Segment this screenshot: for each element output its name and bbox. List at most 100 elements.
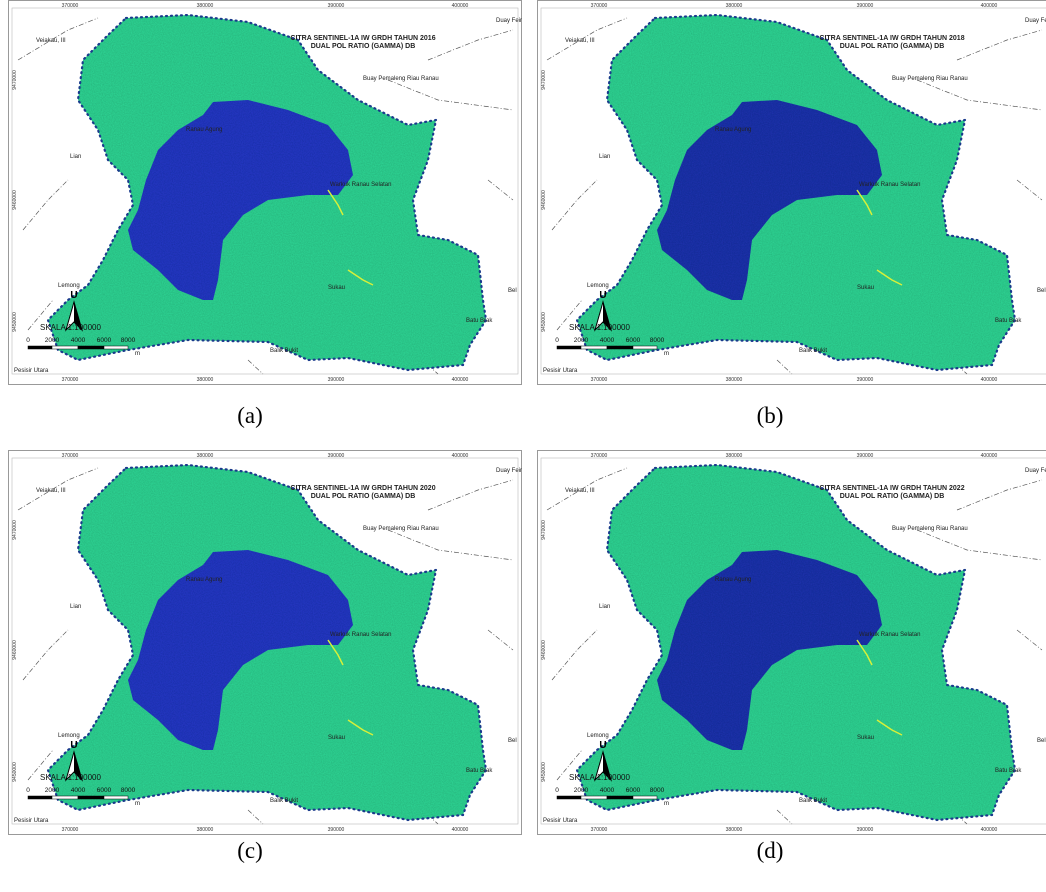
scale-label: SKALA 1:100000 — [40, 323, 101, 332]
x-coord-bottom: 370000 — [591, 377, 608, 383]
scale-tick: 8000 — [121, 787, 136, 794]
place-label: Ranau Agung — [715, 127, 751, 133]
x-coord-top: 370000 — [591, 3, 608, 9]
place-label: Balik Bukit — [799, 348, 827, 354]
y-coord: 9450000 — [541, 762, 547, 782]
scale-unit: m — [135, 801, 140, 807]
caption: (b) — [756, 403, 784, 428]
place-label: Lemong — [587, 283, 609, 289]
x-coord-top: 400000 — [981, 3, 998, 9]
y-coord: 9470000 — [541, 520, 547, 540]
scale-segment — [632, 795, 658, 800]
map-subtitle: DUAL POL RATIO (GAMMA) DB — [840, 43, 945, 50]
north-label: U — [599, 290, 606, 301]
map-inner — [540, 7, 1046, 375]
boundary-line — [556, 749, 583, 781]
scale-tick: 4000 — [71, 787, 86, 794]
map-title: CITRA SENTINEL-1A IW GRDH TAHUN 2018 — [819, 35, 964, 42]
caption: (a) — [237, 403, 263, 428]
x-coord-top: 370000 — [591, 453, 608, 459]
x-coord-top: 370000 — [62, 453, 79, 459]
north-label: U — [70, 290, 77, 301]
scale-tick: 4000 — [71, 337, 86, 344]
scale-segment — [77, 795, 105, 800]
place-label: Batu Brak — [466, 768, 493, 774]
river — [327, 639, 374, 736]
x-coord-top: 390000 — [857, 3, 874, 9]
boundary-line — [551, 629, 598, 681]
place-label: Pesisir Utara — [543, 368, 578, 374]
scale-tick: 4000 — [600, 787, 615, 794]
scale-unit: m — [135, 351, 140, 357]
scale-segment — [632, 345, 658, 350]
scale-tick: 0 — [555, 337, 559, 344]
river — [327, 189, 374, 286]
place-label: Lian — [599, 604, 610, 610]
river — [856, 639, 903, 736]
boundary-line — [427, 29, 514, 61]
place-label: Ranau Agung — [186, 577, 222, 583]
place-label: Warkuk Ranau Selatan — [859, 632, 920, 638]
x-coord-top: 400000 — [452, 3, 469, 9]
river — [856, 189, 903, 286]
north-arrow-half — [74, 302, 82, 330]
boundary-line — [551, 179, 598, 231]
place-label: Ranau Agung — [186, 127, 222, 133]
place-label: Buay Pemaleng Riau Ranau — [892, 526, 968, 532]
boundary-line — [776, 809, 793, 825]
y-coord: 9450000 — [12, 762, 18, 782]
north-arrow-half — [603, 752, 611, 780]
x-coord-top: 400000 — [981, 453, 998, 459]
x-coord-top: 380000 — [197, 3, 214, 9]
place-label: Sukau — [328, 285, 345, 291]
x-coord-top: 400000 — [452, 453, 469, 459]
area-border — [575, 463, 1017, 822]
y-coord: 9450000 — [12, 312, 18, 332]
place-label: Sukau — [857, 285, 874, 291]
caption: (d) — [756, 838, 784, 863]
boundary-line — [27, 299, 54, 331]
place-label: Warkuk Ranau Selatan — [859, 182, 920, 188]
caption: (c) — [237, 838, 263, 863]
place-label: Warkuk Ranau Selatan — [330, 632, 391, 638]
map-title: CITRA SENTINEL-1A IW GRDH TAHUN 2016 — [290, 35, 435, 42]
scale-tick: 6000 — [626, 787, 641, 794]
scale-segment — [103, 345, 129, 350]
scale-segment — [77, 345, 105, 350]
place-label: Ranau Agung — [715, 577, 751, 583]
x-coord-bottom: 370000 — [62, 377, 79, 383]
scale-segment — [580, 795, 608, 800]
y-coord: 9460000 — [541, 640, 547, 660]
place-label: Duay Fein — [1025, 18, 1046, 24]
place-label: Lemong — [58, 283, 80, 289]
scale-segment — [51, 795, 79, 800]
x-coord-top: 370000 — [62, 3, 79, 9]
scale-tick: 0 — [26, 337, 30, 344]
map-subtitle: DUAL POL RATIO (GAMMA) DB — [840, 493, 945, 500]
map-panel: CITRA SENTINEL-1A IW GRDH TAHUN 2020DUAL… — [8, 450, 522, 835]
map-subtitle: DUAL POL RATIO (GAMMA) DB — [311, 493, 416, 500]
north-label: U — [599, 740, 606, 751]
place-label: Lian — [599, 154, 610, 160]
place-label: Duay Fein — [1025, 468, 1046, 474]
scale-tick: 2000 — [574, 787, 589, 794]
boundary-line — [776, 359, 793, 375]
area-border — [46, 463, 488, 822]
boundary-line — [427, 479, 514, 511]
map-inner — [540, 457, 1046, 825]
boundary-line — [956, 479, 1043, 511]
x-coord-bottom: 370000 — [62, 827, 79, 833]
map-inner — [11, 457, 519, 825]
map-title: CITRA SENTINEL-1A IW GRDH TAHUN 2022 — [819, 485, 964, 492]
x-coord-top: 390000 — [328, 453, 345, 459]
place-label: Bel — [508, 738, 517, 744]
x-coord-bottom: 390000 — [857, 827, 874, 833]
place-label: Veiakau, III — [36, 488, 66, 494]
y-coord: 9460000 — [12, 640, 18, 660]
boundary-line — [22, 179, 69, 231]
scale-tick: 4000 — [600, 337, 615, 344]
map-inner — [11, 7, 519, 375]
x-coord-top: 380000 — [197, 453, 214, 459]
place-label: Bel — [1037, 288, 1046, 294]
y-coord: 9460000 — [541, 190, 547, 210]
